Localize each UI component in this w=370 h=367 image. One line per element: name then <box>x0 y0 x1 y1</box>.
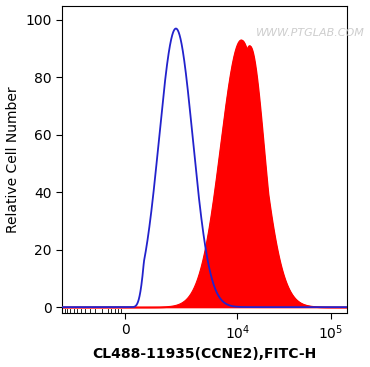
X-axis label: CL488-11935(CCNE2),FITC-H: CL488-11935(CCNE2),FITC-H <box>92 348 317 361</box>
Text: WWW.PTGLAB.COM: WWW.PTGLAB.COM <box>256 28 365 38</box>
Y-axis label: Relative Cell Number: Relative Cell Number <box>6 86 20 233</box>
